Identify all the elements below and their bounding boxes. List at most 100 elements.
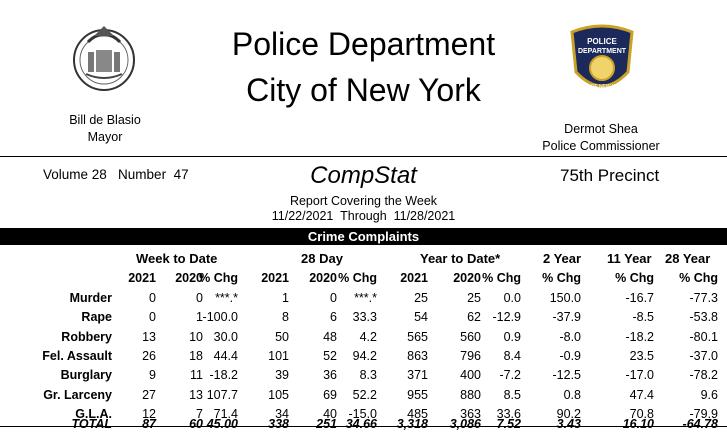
total-label: TOTAL (71, 417, 112, 431)
table-cell: -78.2 (689, 368, 719, 383)
total-cell: 87 (142, 417, 156, 431)
volume-number: Volume 28 Number 47 (43, 167, 189, 182)
total-cell: 3.43 (556, 417, 581, 431)
report-covering: Report Covering the Week (289, 194, 438, 208)
table-cell: 565 (407, 329, 428, 344)
total-cell: 3,086 (449, 417, 481, 431)
column-header: % Chg (615, 271, 654, 285)
table-cell: 796 (460, 348, 481, 363)
table-cell: 485 (407, 406, 428, 421)
table-cell: -100.0 (202, 310, 238, 325)
table-cell: 70.8 (629, 406, 654, 421)
table-cell: 0 (149, 310, 156, 325)
total-cell: 338 (268, 417, 289, 431)
group-28-day: 28 Day (301, 251, 343, 266)
table-cell: 54 (414, 310, 428, 325)
table-cell: -15.0 (348, 406, 378, 421)
header-divider (0, 156, 727, 157)
table-cell: -18.2 (625, 329, 655, 344)
table-cell: 18 (189, 348, 203, 363)
total-cell: -64.78 (682, 417, 718, 431)
table-cell: 955 (407, 387, 428, 402)
table-cell: 26 (142, 348, 156, 363)
table-cell: 1 (282, 291, 289, 305)
commissioner-block: Dermot Shea Police Commissioner (536, 121, 666, 155)
table-cell: 10 (189, 329, 203, 344)
page-title-line2: City of New York (246, 72, 481, 108)
table-cell: 50 (275, 329, 289, 344)
report-subtitle: Report Covering the Week 11/22/2021 Thro… (0, 194, 727, 224)
table-cell: 30.0 (213, 329, 238, 344)
table-cell: 8 (282, 310, 289, 325)
table-cell: 400 (460, 368, 481, 383)
total-rule (0, 426, 727, 427)
table-cell: 27 (142, 387, 156, 402)
table-cell: 33.3 (352, 310, 377, 325)
group-2-year: 2 Year (543, 251, 582, 266)
table-cell: 9 (149, 368, 156, 383)
table-cell: 6 (330, 310, 337, 325)
group-year-to-date: Year to Date* (420, 251, 501, 266)
column-header: % Chg (542, 271, 581, 285)
table-cell: 71.4 (213, 406, 238, 421)
table-cell: 7 (196, 406, 203, 421)
table-cell: 0.0 (503, 291, 521, 305)
table-cell: 34 (275, 406, 289, 421)
table-cell: 371 (407, 368, 428, 383)
table-cell: 863 (407, 348, 428, 363)
table-cell: 363 (460, 406, 481, 421)
table-cell: 90.2 (556, 406, 581, 421)
mayor-name: Bill de Blasio (69, 113, 141, 127)
table-cell: 23.5 (629, 348, 654, 363)
table-cell: 52.2 (352, 387, 377, 402)
table-cell: 13 (189, 387, 203, 402)
table-cell: -12.9 (492, 310, 522, 325)
page-title-line1: Police Department (231, 26, 496, 62)
table-cell: 69 (323, 387, 337, 402)
table-cell: 0.9 (503, 329, 521, 344)
table-cell: 880 (460, 387, 481, 402)
row-label: G.L.A. (75, 406, 112, 421)
mayor-block: Bill de Blasio Mayor (60, 112, 150, 146)
table-cell: -37.0 (689, 348, 719, 363)
table-cell: 107.7 (206, 387, 238, 402)
table-cell: 44.4 (213, 348, 238, 363)
report-title: CompStat (310, 162, 417, 189)
table-cell: 560 (460, 329, 481, 344)
column-header: % Chg (482, 271, 521, 285)
table-cell: 12 (142, 406, 156, 421)
column-header: 2021 (128, 271, 156, 285)
total-cell: 34.66 (345, 417, 377, 431)
total-cell: 3,318 (396, 417, 428, 431)
table-cell: 25 (467, 291, 481, 305)
table-cell: -16.7 (625, 291, 655, 305)
badge-text-mid: DEPARTMENT (578, 48, 627, 55)
commissioner-name: Dermot Shea (564, 122, 638, 136)
group-week-to-date: Week to Date (136, 251, 218, 266)
table-cell: 11 (190, 368, 203, 383)
table-cell: -0.9 (559, 348, 581, 363)
table-cell: -79.9 (689, 406, 719, 421)
group-11-year: 11 Year (607, 251, 652, 266)
table-cell: ***.* (215, 291, 238, 305)
table-cell: 150.0 (549, 291, 581, 305)
total-cell: 251 (316, 417, 337, 431)
table-cell: 4.2 (359, 329, 377, 344)
table-cell: 8.4 (503, 348, 521, 363)
total-cell: 45.00 (206, 417, 238, 431)
table-cell: 94.2 (352, 348, 377, 363)
row-label: Burglary (60, 368, 112, 383)
table-cell: 62 (467, 310, 481, 325)
table-cell: -8.0 (559, 329, 581, 344)
column-header: 2020 (453, 271, 481, 285)
mayor-title: Mayor (87, 130, 123, 144)
table-cell: 8.5 (503, 387, 521, 402)
table-cell: 36 (323, 368, 337, 383)
table-cell: 0.8 (563, 387, 581, 402)
nypd-badge-icon: POLICE DEPARTMENT CITY OF NEW YORK (570, 24, 634, 90)
table-cell: -7.2 (499, 368, 521, 383)
table-cell: -17.0 (625, 368, 655, 383)
table-cell: -8.5 (632, 310, 654, 325)
section-title: Crime Complaints (0, 228, 727, 245)
table-cell: 52 (323, 348, 337, 363)
